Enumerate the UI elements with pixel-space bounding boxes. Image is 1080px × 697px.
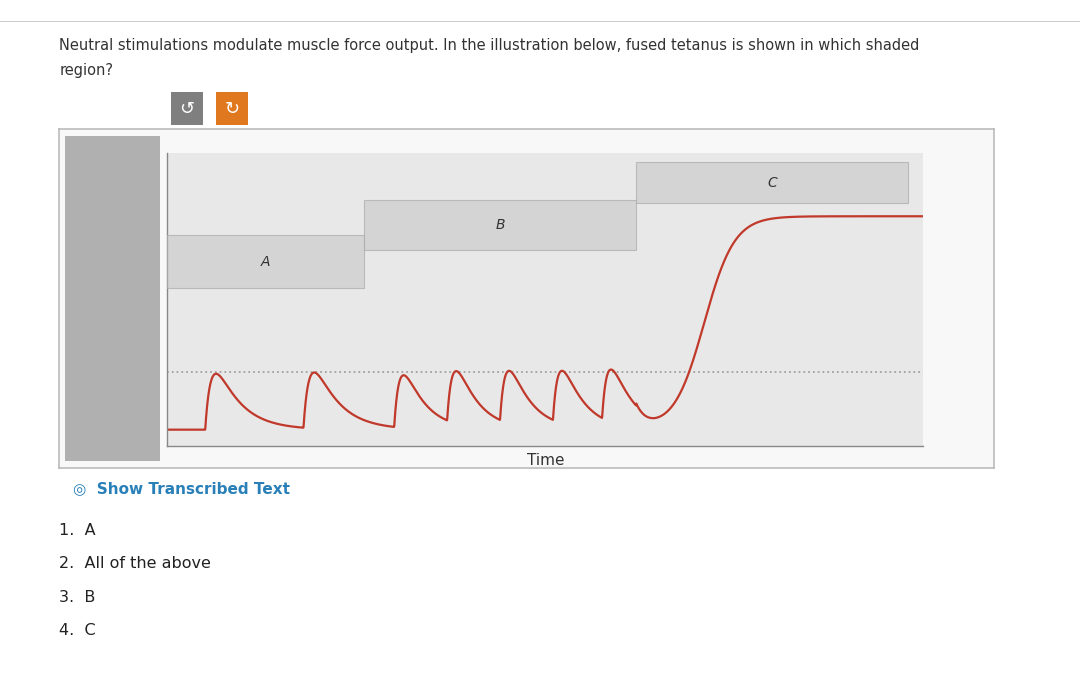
Text: B: B: [496, 218, 504, 232]
Text: 1.  A: 1. A: [59, 523, 96, 538]
Text: A: A: [261, 254, 270, 268]
Bar: [636, 162, 908, 203]
Text: region?: region?: [59, 63, 113, 78]
Text: ↺: ↺: [179, 100, 194, 118]
Y-axis label: Force: Force: [119, 281, 133, 319]
Text: C: C: [767, 176, 778, 190]
Bar: [167, 236, 364, 288]
X-axis label: Time: Time: [527, 453, 564, 468]
Bar: [364, 200, 636, 250]
Text: 2.  All of the above: 2. All of the above: [59, 556, 212, 572]
Text: 3.  B: 3. B: [59, 590, 96, 605]
Text: 4.  C: 4. C: [59, 623, 96, 638]
Text: ◎  Show Transcribed Text: ◎ Show Transcribed Text: [73, 481, 291, 496]
Text: Neutral stimulations modulate muscle force output. In the illustration below, fu: Neutral stimulations modulate muscle for…: [59, 38, 920, 54]
Text: ↻: ↻: [225, 100, 240, 118]
